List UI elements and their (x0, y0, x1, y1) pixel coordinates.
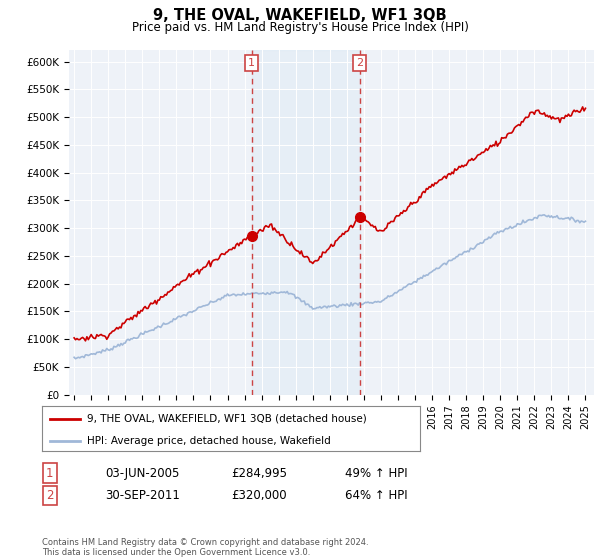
Text: 2: 2 (356, 58, 363, 68)
Text: 1: 1 (248, 58, 255, 68)
Text: 30-SEP-2011: 30-SEP-2011 (105, 489, 180, 502)
Bar (252, 50, 359, 395)
Text: Price paid vs. HM Land Registry's House Price Index (HPI): Price paid vs. HM Land Registry's House … (131, 21, 469, 34)
Text: 2: 2 (46, 489, 53, 502)
Text: 03-JUN-2005: 03-JUN-2005 (105, 466, 179, 480)
Text: 64% ↑ HPI: 64% ↑ HPI (345, 489, 407, 502)
Text: Contains HM Land Registry data © Crown copyright and database right 2024.
This d: Contains HM Land Registry data © Crown c… (42, 538, 368, 557)
Text: 9, THE OVAL, WAKEFIELD, WF1 3QB (detached house): 9, THE OVAL, WAKEFIELD, WF1 3QB (detache… (88, 413, 367, 423)
Text: 9, THE OVAL, WAKEFIELD, WF1 3QB: 9, THE OVAL, WAKEFIELD, WF1 3QB (153, 8, 447, 24)
Text: £320,000: £320,000 (231, 489, 287, 502)
Text: 1: 1 (46, 466, 53, 480)
Text: £284,995: £284,995 (231, 466, 287, 480)
Text: HPI: Average price, detached house, Wakefield: HPI: Average price, detached house, Wake… (88, 436, 331, 446)
Text: 49% ↑ HPI: 49% ↑ HPI (345, 466, 407, 480)
